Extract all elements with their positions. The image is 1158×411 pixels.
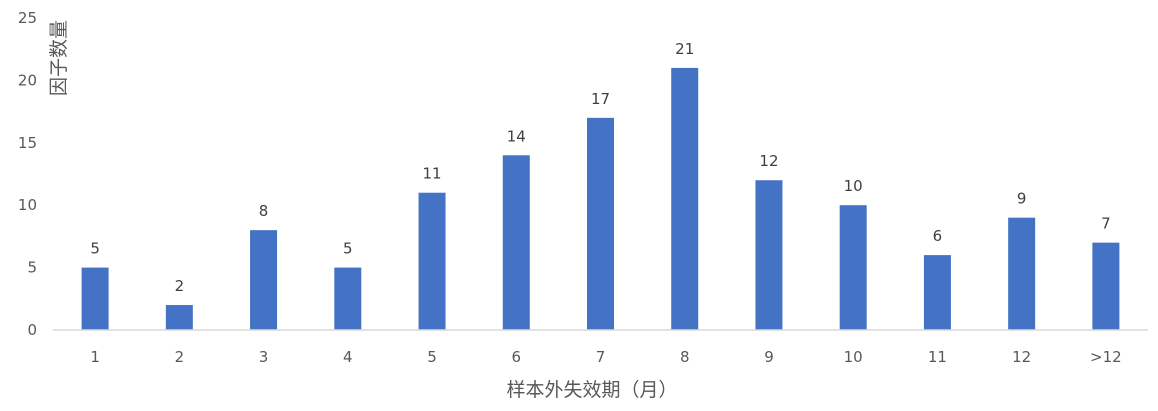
x-tick-label: 6 <box>511 348 521 366</box>
x-tick-label: 7 <box>596 348 606 366</box>
data-label: 2 <box>175 277 185 295</box>
data-label: 5 <box>90 240 100 258</box>
x-tick-label: 3 <box>259 348 269 366</box>
y-tick-label: 15 <box>18 134 37 152</box>
y-tick-label: 0 <box>27 321 37 339</box>
y-tick-label: 10 <box>18 196 37 214</box>
x-tick-label: 1 <box>90 348 100 366</box>
y-tick-label: 5 <box>27 259 37 277</box>
bar <box>755 180 783 330</box>
bar <box>165 305 193 330</box>
bar <box>1092 242 1120 330</box>
data-label: 11 <box>422 165 441 183</box>
x-tick-label: 12 <box>1012 348 1031 366</box>
y-axis-ticks: 0 5 10 15 20 25 <box>18 9 37 339</box>
bar <box>587 117 614 330</box>
x-tick-label: 4 <box>343 348 353 366</box>
x-tick-label: >12 <box>1090 348 1122 366</box>
bar <box>671 67 699 331</box>
y-tick-label: 20 <box>18 71 37 89</box>
y-axis-title: 因子数量 <box>48 20 70 96</box>
data-label: 7 <box>1101 215 1111 233</box>
data-label: 12 <box>759 152 778 170</box>
bar <box>502 155 530 330</box>
bar <box>1008 217 1036 330</box>
data-label: 14 <box>507 127 526 145</box>
x-tick-label: 9 <box>764 348 774 366</box>
data-label: 21 <box>675 40 694 58</box>
bar <box>334 267 362 330</box>
y-tick-label: 25 <box>18 9 37 27</box>
bar <box>81 267 109 330</box>
data-label: 9 <box>1017 190 1027 208</box>
x-tick-label: 5 <box>427 348 437 366</box>
x-tick-label: 8 <box>680 348 690 366</box>
data-label: 10 <box>844 177 863 195</box>
data-label: 6 <box>933 227 943 245</box>
x-tick-label: 2 <box>175 348 185 366</box>
data-labels: 5 2 8 5 11 14 17 21 12 10 6 9 7 <box>90 40 1110 295</box>
bar <box>839 205 867 330</box>
x-tick-label: 10 <box>844 348 863 366</box>
data-label: 8 <box>259 202 269 220</box>
data-label: 5 <box>343 240 353 258</box>
bar <box>250 230 278 330</box>
bar <box>923 255 951 330</box>
data-label: 17 <box>591 90 610 108</box>
x-axis-ticks: 1 2 3 4 5 6 7 8 9 10 11 12 >12 <box>90 348 1121 366</box>
x-tick-label: 11 <box>928 348 947 366</box>
bars <box>81 67 1120 331</box>
bar <box>418 192 446 330</box>
x-axis-title: 样本外失效期（月） <box>506 379 677 401</box>
